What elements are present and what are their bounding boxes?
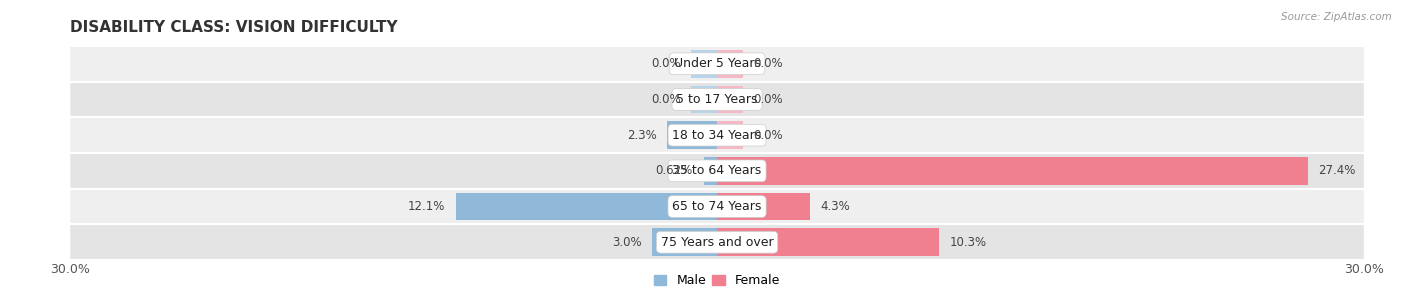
Text: 12.1%: 12.1% <box>408 200 446 213</box>
Text: 2.3%: 2.3% <box>627 129 657 142</box>
Text: 65 to 74 Years: 65 to 74 Years <box>672 200 762 213</box>
Bar <box>717 121 742 149</box>
Bar <box>456 193 717 220</box>
Text: 5 to 17 Years: 5 to 17 Years <box>676 93 758 106</box>
FancyBboxPatch shape <box>70 189 1364 224</box>
Bar <box>652 228 717 256</box>
Bar <box>692 50 717 78</box>
Bar <box>717 193 810 220</box>
Text: 10.3%: 10.3% <box>950 236 987 249</box>
Text: 3.0%: 3.0% <box>612 236 641 249</box>
Text: 0.0%: 0.0% <box>754 57 783 70</box>
Legend: Male, Female: Male, Female <box>650 269 785 293</box>
FancyBboxPatch shape <box>70 153 1364 189</box>
Text: 0.0%: 0.0% <box>651 93 681 106</box>
Text: DISABILITY CLASS: VISION DIFFICULTY: DISABILITY CLASS: VISION DIFFICULTY <box>70 20 398 35</box>
Text: 0.0%: 0.0% <box>754 129 783 142</box>
Text: 4.3%: 4.3% <box>821 200 851 213</box>
Bar <box>717 157 1308 185</box>
Bar <box>668 121 717 149</box>
Text: 0.62%: 0.62% <box>655 164 693 177</box>
Text: 18 to 34 Years: 18 to 34 Years <box>672 129 762 142</box>
FancyBboxPatch shape <box>70 82 1364 117</box>
Text: Under 5 Years: Under 5 Years <box>673 57 761 70</box>
Text: 0.0%: 0.0% <box>754 93 783 106</box>
Bar <box>717 228 939 256</box>
FancyBboxPatch shape <box>70 46 1364 82</box>
Bar <box>703 157 717 185</box>
Text: 75 Years and over: 75 Years and over <box>661 236 773 249</box>
Text: 0.0%: 0.0% <box>651 57 681 70</box>
FancyBboxPatch shape <box>70 224 1364 260</box>
Bar <box>692 86 717 114</box>
Text: 27.4%: 27.4% <box>1319 164 1355 177</box>
Text: 35 to 64 Years: 35 to 64 Years <box>672 164 762 177</box>
FancyBboxPatch shape <box>70 117 1364 153</box>
Bar <box>717 86 742 114</box>
Bar <box>717 50 742 78</box>
Text: Source: ZipAtlas.com: Source: ZipAtlas.com <box>1281 12 1392 22</box>
